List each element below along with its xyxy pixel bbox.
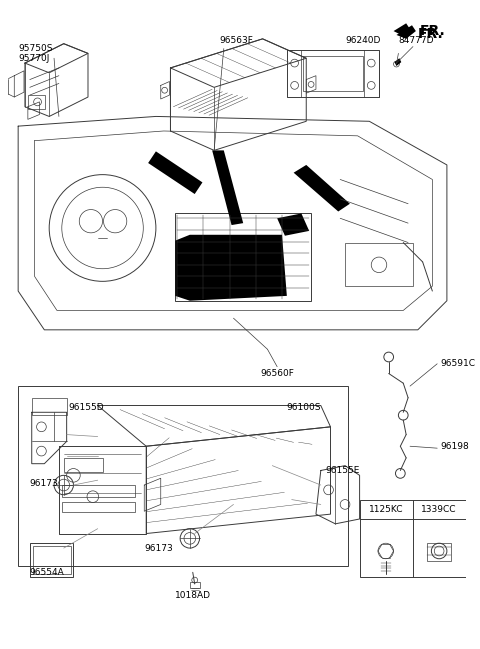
Bar [190,582,200,588]
Text: 84777D: 84777D [398,36,434,45]
Polygon shape [396,25,416,39]
Bar [28,95,45,108]
Text: FR.: FR. [418,27,444,41]
Bar [32,398,67,415]
Polygon shape [212,151,243,225]
Polygon shape [395,58,401,66]
Text: FR.: FR. [420,24,445,38]
Polygon shape [294,165,350,212]
Text: 96173: 96173 [30,478,59,487]
Text: 96198: 96198 [440,442,469,451]
Text: 96173: 96173 [144,544,173,552]
Bar [345,243,413,286]
Text: 96100S: 96100S [287,403,321,412]
Bar [33,546,71,574]
Bar [62,485,134,496]
Text: 1125KC: 1125KC [369,505,403,514]
Bar [64,458,103,472]
Bar [360,500,466,577]
Text: 96155D: 96155D [69,403,104,412]
Bar [30,543,73,577]
Bar [175,214,311,300]
Text: 95750S
95770J: 95750S 95770J [18,43,53,63]
Bar [18,386,348,565]
Text: 1018AD: 1018AD [175,591,211,600]
Text: 96560F: 96560F [260,369,294,378]
Text: 1339CC: 1339CC [421,505,457,514]
Text: 96155E: 96155E [325,466,360,475]
Text: 96554A: 96554A [30,568,64,577]
Text: 96563F: 96563F [219,36,253,45]
Bar [62,502,134,512]
Polygon shape [277,214,309,236]
Bar [428,543,451,561]
Polygon shape [175,235,287,300]
Text: 96240D: 96240D [345,36,381,45]
Text: 96591C: 96591C [440,360,475,368]
Bar [303,56,362,92]
Polygon shape [394,23,410,35]
Polygon shape [148,151,203,194]
